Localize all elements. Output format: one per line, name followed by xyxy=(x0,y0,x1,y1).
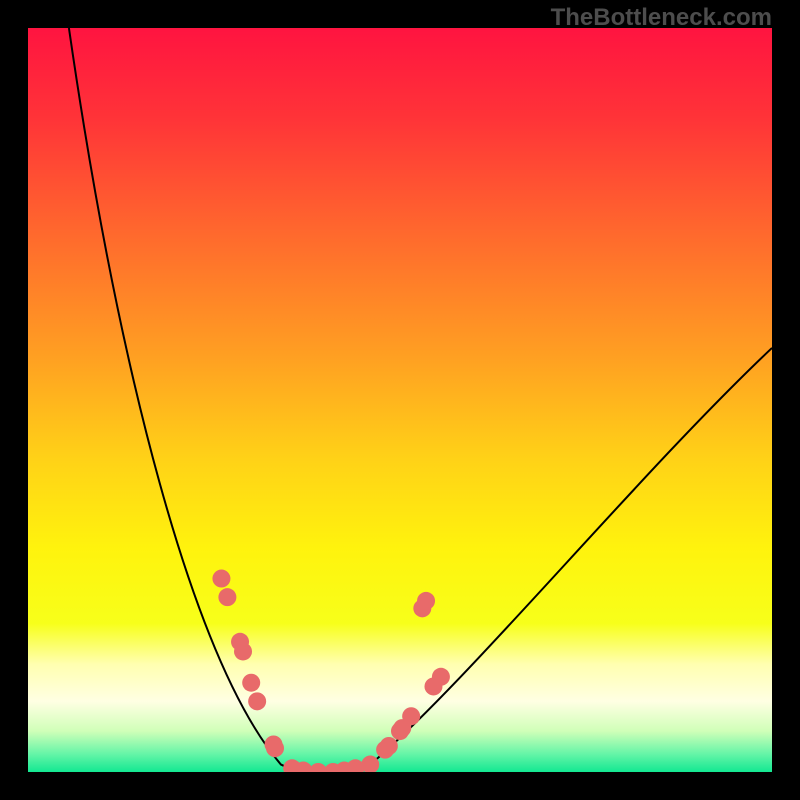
chart-canvas: TheBottleneck.com xyxy=(0,0,800,800)
data-point xyxy=(380,737,398,755)
data-point xyxy=(432,668,450,686)
data-point xyxy=(212,570,230,588)
data-point xyxy=(242,674,260,692)
plot-background-gradient xyxy=(28,28,772,772)
data-point xyxy=(218,588,236,606)
data-point xyxy=(234,642,252,660)
data-point xyxy=(402,707,420,725)
data-point xyxy=(248,692,266,710)
data-point xyxy=(266,739,284,757)
data-point xyxy=(417,592,435,610)
watermark-text: TheBottleneck.com xyxy=(551,4,772,32)
bottleneck-curve-chart xyxy=(0,0,800,800)
data-point xyxy=(361,756,379,774)
